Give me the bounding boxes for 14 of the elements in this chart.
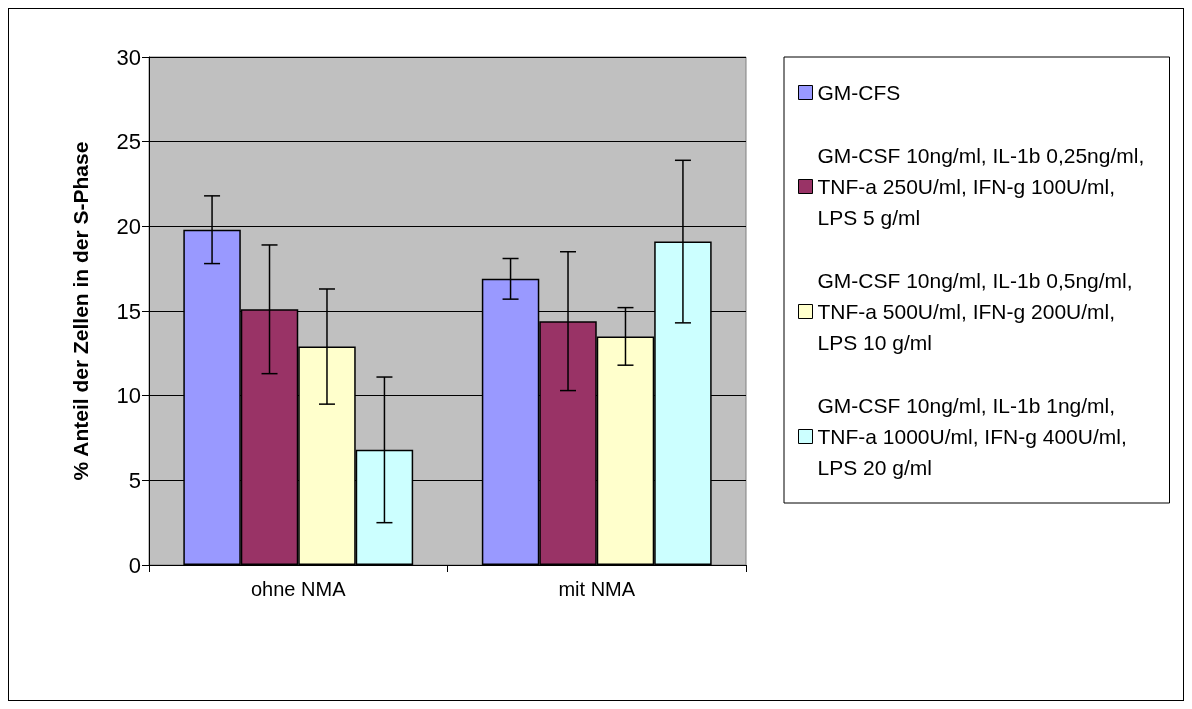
x-tick-label: ohne NMA — [251, 578, 347, 600]
y-tick-label: 30 — [116, 44, 141, 70]
y-tick-label: 20 — [116, 213, 141, 239]
y-tick-label: 15 — [116, 298, 141, 324]
y-tick-label: 25 — [116, 129, 141, 155]
y-tick-label: 5 — [128, 467, 141, 493]
x-tick-label: mit NMA — [558, 578, 636, 600]
legend-label: GM-CSF 10ng/ml, IL-1b 0,25ng/ml, TNF-a 250U/ml, IFN-g 100U/ml, LPS 5 g/ml — [817, 144, 1151, 229]
y-axis-title: % Anteil der Zellen in der S-Phase — [69, 141, 92, 481]
legend-label: GM-CFS — [817, 81, 901, 104]
y-tick-label: 10 — [116, 383, 141, 409]
legend-label: GM-CSF 10ng/ml, IL-1b 1ng/ml, TNF-a 1000U/ml, IFN-g 400U/ml, LPS 20 g/ml — [817, 394, 1133, 479]
y-tick-label: 0 — [128, 552, 141, 578]
legend-label: GM-CSF 10ng/ml, IL-1b 0,5ng/ml, TNF-a 500U/ml, IFN-g 200U/ml, LPS 10 g/ml — [817, 269, 1139, 354]
